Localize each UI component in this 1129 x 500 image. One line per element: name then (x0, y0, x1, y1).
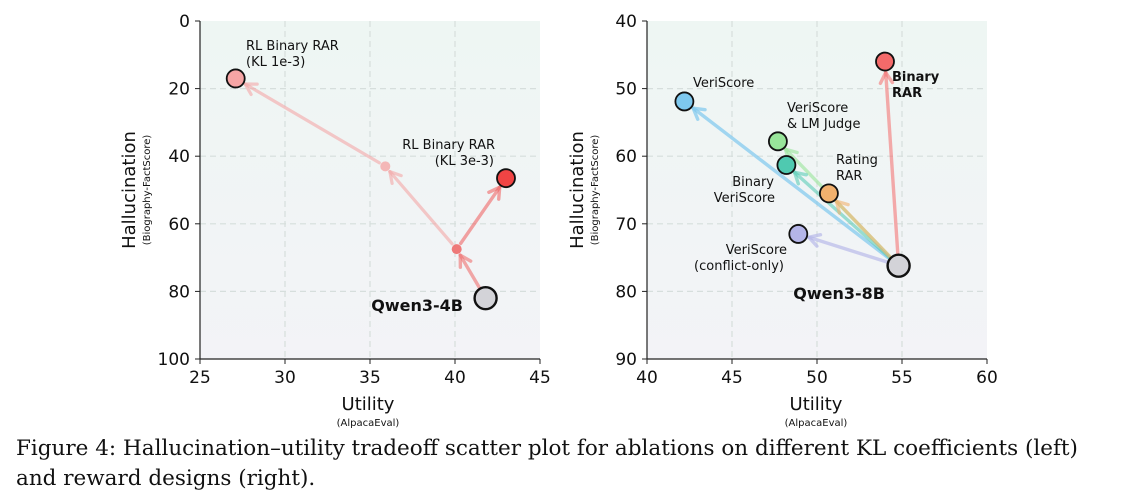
r-xtick-label-60: 60 (976, 368, 998, 388)
right-gridlines (647, 21, 987, 359)
annotation-conflict-only-line2: (conflict-only) (694, 259, 784, 274)
annotation-kl1e3-line1: RL Binary RAR (246, 39, 339, 54)
l-xtick-label-25: 25 (189, 368, 211, 388)
annotation-binary-rar-line1: Binary (892, 70, 940, 85)
point-rl-binary-rar-kl-1e-3-intermediate (380, 161, 391, 172)
l-ytick-label-40: 40 (168, 147, 190, 167)
arrow-qwen3-8b-to-rating-rar-head (834, 199, 850, 215)
arrow-qwen3-8b-to-veriscore-head (691, 106, 707, 121)
right-points (674, 51, 911, 278)
arrow-rl-binary-rar-kl-1e-3-intermediate-to-rl-binary-rar-kl-1e-3 (243, 82, 381, 165)
annotation-kl1e3-line2: (KL 1e-3) (246, 55, 305, 70)
arrow-qwen3-8b-to-binary-veriscore-head (792, 170, 809, 186)
annotation-veriscore: VeriScore (693, 76, 754, 91)
right-arrows (691, 70, 900, 264)
arrow-rl-binary-rar-kl-3e-3-intermediate-to-rl-binary-rar-kl-3e-3 (458, 185, 502, 246)
r-ytick-label-60: 60 (615, 147, 637, 167)
r-ytick-label-40: 40 (615, 12, 637, 32)
annotation-qwen3-8b: Qwen3-8B (793, 284, 885, 303)
left-arrows (243, 82, 502, 289)
right-y-axis-label: Hallucination (567, 131, 588, 249)
left-y-axis-sublabel: (Biography-FactScore) (142, 135, 153, 246)
arrow-qwen3-4b-to-rl-binary-rar-kl-3e-3-intermediate-head (458, 253, 473, 269)
arrow-qwen3-8b-to-veriscore-conflict-only (807, 235, 888, 264)
r-xtick-label-45: 45 (721, 368, 743, 388)
r-ytick-label-90: 90 (615, 350, 637, 370)
left-x-axis-sublabel: (AlpacaEval) (337, 418, 400, 429)
arrow-qwen3-8b-to-binary-veriscore (792, 170, 891, 259)
arrow-qwen3-4b-to-rl-binary-rar-kl-3e-3-intermediate (458, 253, 481, 289)
point-binary-rar (875, 51, 895, 72)
left-scatter-panel: 25 30 35 40 45 0 20 40 60 80 100 RL Binary RAR (KL… (119, 12, 551, 429)
caption-text: Hallucination–utility tradeoff scatter p… (16, 436, 1078, 491)
r-xtick-label-55: 55 (891, 368, 913, 388)
point-rl-binary-rar-kl-3e-3-intermediate (451, 244, 462, 255)
r-xtick-label-50: 50 (806, 368, 828, 388)
arrow-qwen3-8b-to-veriscore (691, 106, 890, 260)
arrow-qwen3-8b-to-binary-rar (884, 70, 900, 255)
l-xtick-label-35: 35 (359, 368, 381, 388)
left-points (225, 68, 516, 311)
point-veriscore-conflict-only (788, 224, 809, 244)
point-rl-binary-rar-kl-3e-3 (496, 168, 516, 189)
left-tick-labels: 25 30 35 40 45 0 20 40 60 80 100 (158, 12, 551, 388)
annotation-lm-judge-line1: VeriScore (787, 101, 848, 116)
l-ytick-label-100: 100 (158, 350, 190, 370)
arrow-rl-binary-rar-kl-3e-3-intermediate-to-rl-binary-rar-kl-1e-3-intermediate (388, 170, 454, 246)
l-ytick-label-60: 60 (168, 215, 190, 235)
figure-4-charts: 25 30 35 40 45 0 20 40 60 80 100 RL Binary RAR (KL… (119, 12, 998, 429)
right-y-axis-sublabel: (Biography-FactScore) (590, 135, 601, 246)
arrow-qwen3-8b-to-veriscore-conflict-only-head (807, 232, 823, 248)
arrow-qwen3-8b-to-rating-rar (834, 199, 892, 259)
annotation-rating-rar-line2: RAR (836, 169, 862, 184)
arrow-qwen3-8b-to-binary-rar-head (878, 70, 895, 86)
left-y-axis-label: Hallucination (119, 131, 140, 249)
right-x-axis-sublabel: (AlpacaEval) (785, 418, 848, 429)
figure-caption: Figure 4: Hallucination–utility tradeoff… (16, 434, 1116, 494)
point-rating-rar (819, 183, 839, 204)
annotation-kl3e3-line1: RL Binary RAR (402, 138, 495, 153)
point-rl-binary-rar-kl-1e-3 (225, 68, 246, 89)
left-x-axis-label: Utility (342, 394, 395, 415)
r-ytick-label-80: 80 (615, 282, 637, 302)
point-binary-veriscore (776, 155, 797, 175)
caption-label: Figure 4: (16, 436, 117, 461)
r-ytick-label-70: 70 (615, 215, 637, 235)
arrow-rl-binary-rar-kl-3e-3-intermediate-to-rl-binary-rar-kl-3e-3-head (487, 185, 502, 201)
r-ytick-label-50: 50 (615, 80, 637, 100)
right-x-axis-label: Utility (790, 394, 843, 415)
right-tick-labels: 40 45 50 55 60 40 50 60 70 80 90 (615, 12, 997, 388)
l-xtick-label-45: 45 (529, 368, 551, 388)
point-veriscore-lm-judge (768, 131, 788, 152)
annotation-binary-rar-line2: RAR (892, 86, 922, 101)
annotation-qwen3-4b: Qwen3-4B (371, 296, 463, 315)
l-xtick-label-40: 40 (444, 368, 466, 388)
point-veriscore (674, 91, 695, 112)
annotation-lm-judge-line2: & LM Judge (787, 117, 860, 132)
annotation-conflict-only-line1: VeriScore (726, 243, 787, 258)
point-qwen3-4b (473, 285, 498, 311)
point-qwen3-8b (886, 253, 911, 278)
right-axes (642, 20, 988, 364)
l-ytick-label-80: 80 (168, 282, 190, 302)
annotation-binary-veriscore-line1: Binary (732, 175, 774, 190)
l-ytick-label-20: 20 (168, 80, 190, 100)
r-xtick-label-40: 40 (636, 368, 658, 388)
l-ytick-label-0: 0 (179, 12, 190, 32)
annotation-rating-rar-line1: Rating (836, 153, 878, 168)
l-xtick-label-30: 30 (274, 368, 296, 388)
arrow-rl-binary-rar-kl-3e-3-intermediate-to-rl-binary-rar-kl-1e-3-intermediate-head (388, 170, 403, 186)
annotation-kl3e3-line2: (KL 3e-3) (435, 154, 494, 169)
annotation-binary-veriscore-line2: VeriScore (714, 191, 775, 206)
left-axes (195, 20, 541, 364)
arrow-rl-binary-rar-kl-1e-3-intermediate-to-rl-binary-rar-kl-1e-3-head (243, 82, 259, 97)
